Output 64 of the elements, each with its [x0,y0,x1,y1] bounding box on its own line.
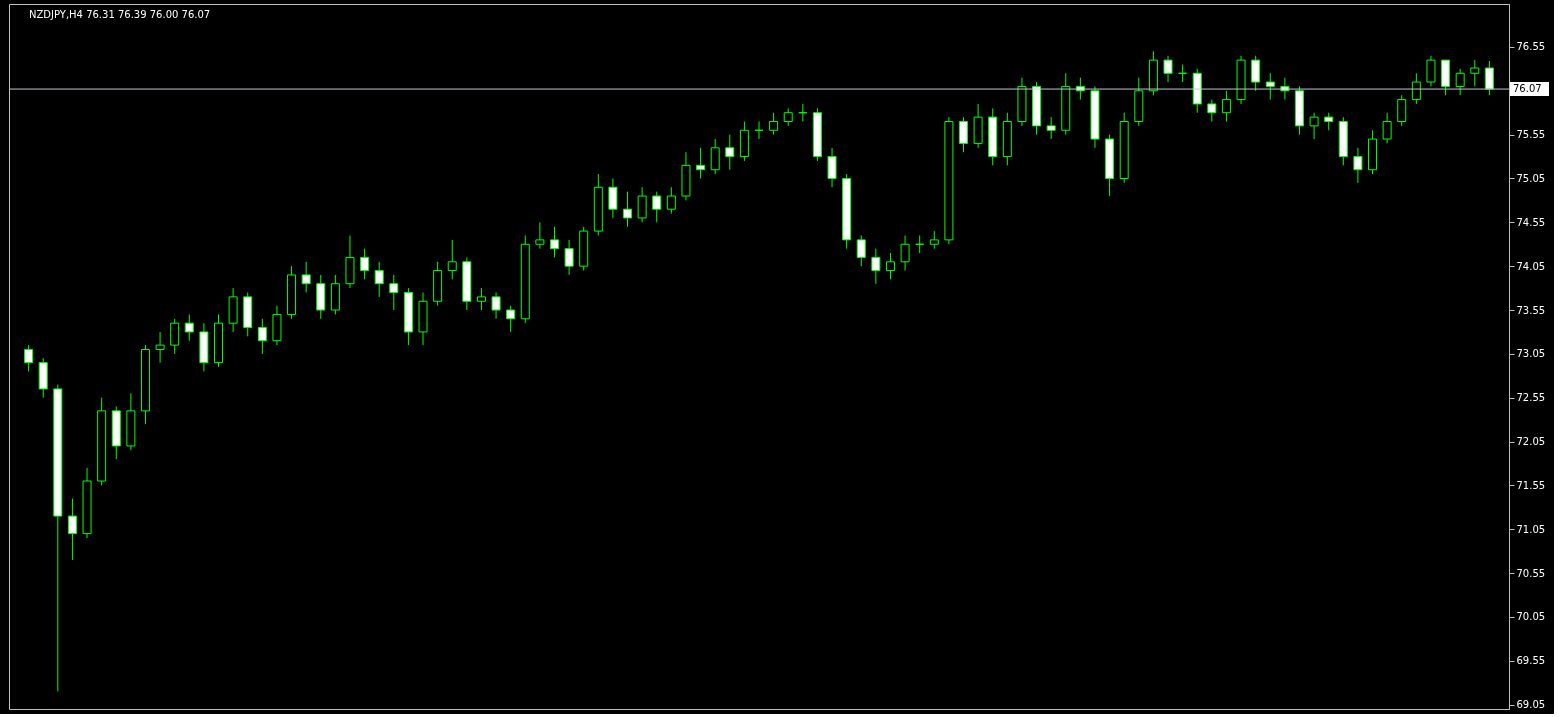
candlestick [885,252,895,280]
candlestick [1046,116,1056,140]
candlestick [608,178,618,219]
candlestick [710,138,720,175]
candlestick [535,221,545,250]
candlestick [24,344,34,372]
y-tick-label: 75.55 [1516,129,1546,141]
y-tick-label: 71.55 [1516,479,1546,491]
candlestick [623,191,633,228]
candlestick [1470,59,1480,87]
candlestick [491,291,501,320]
candlestick [389,274,399,311]
candlestick [1251,55,1261,92]
candlestick [959,116,969,153]
y-tick-label: 71.05 [1516,523,1546,535]
candlestick [1484,60,1494,96]
candlestick [856,234,866,267]
candlestick [360,248,370,280]
candlestick [184,313,194,342]
y-tick-label: 76.55 [1516,41,1546,53]
candlestick [1265,72,1275,101]
candlestick [827,147,837,188]
candlestick [1163,55,1173,83]
y-tick-label: 69.05 [1516,699,1546,711]
y-tick-label: 72.05 [1516,436,1546,448]
candlestick [1397,94,1407,127]
candlestick [1353,147,1363,184]
y-tick-label: 70.55 [1516,567,1546,579]
candlestick [1426,55,1436,87]
y-tick-label: 70.05 [1516,611,1546,623]
y-tick-label: 69.55 [1516,655,1546,667]
candlestick [769,112,779,136]
candlestick [1207,99,1217,122]
y-tick-label: 72.55 [1516,392,1546,404]
candlestick [374,261,384,298]
candlestick [1411,72,1421,105]
text: NZDJPY,H4 76.31 76.39 76.00 76.07 [29,9,211,20]
candlestick [652,191,662,223]
candlestick [666,186,676,215]
y-tick-label: 73.05 [1516,348,1546,360]
candlestick [447,239,457,280]
candlestick [549,226,559,258]
candlestick [301,261,311,293]
y-tick-label: 74.05 [1516,260,1546,272]
candlestick [67,498,77,561]
y-tick-label: 75.05 [1516,173,1546,184]
y-tick-label: 73.55 [1516,304,1546,316]
candlestick [257,318,267,355]
ref-line-label: 76.07 [1513,83,1542,95]
candlestick [1382,112,1392,144]
candlestick [871,248,881,285]
candlestick [1221,90,1231,122]
candlestick [725,134,735,171]
y-tick-label: 74.55 [1516,216,1546,228]
candlestick [506,305,516,333]
candlestick [696,147,706,179]
candlestick [1309,112,1319,140]
candlestick [900,234,910,272]
candlestick [476,287,486,311]
candlestick [564,239,574,276]
candlestick [637,186,647,223]
candlestick [170,318,180,355]
candlestick [1455,68,1465,96]
candlestick [155,331,165,364]
